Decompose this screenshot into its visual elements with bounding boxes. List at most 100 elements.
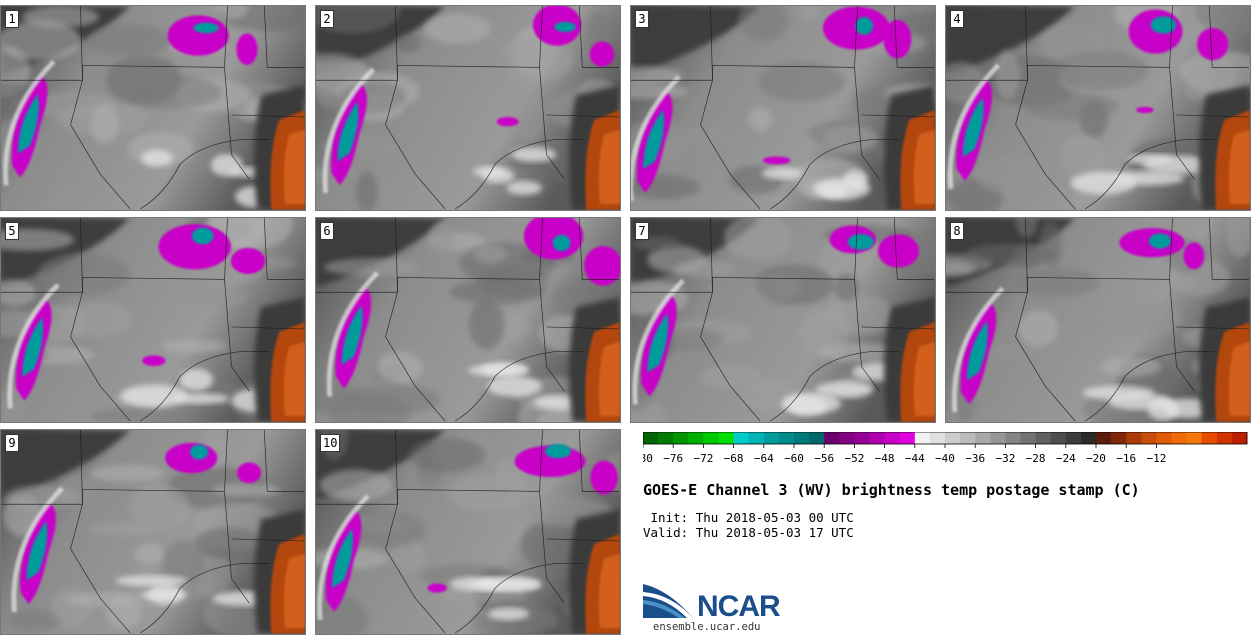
panel-number: 5: [5, 222, 19, 240]
colorbar-tick-label: −76: [663, 452, 683, 465]
colorbar-swatch: [1186, 432, 1203, 444]
panel-1: 1: [0, 5, 306, 211]
colorbar-tick-label: −28: [1026, 452, 1046, 465]
colorbar-swatch: [975, 432, 991, 444]
panel-number: 10: [320, 434, 341, 452]
panel-number: 4: [950, 10, 964, 28]
init-value: Thu 2018-05-03 00 UTC: [695, 510, 854, 525]
valid-line: Valid: Thu 2018-05-03 17 UTC: [643, 525, 854, 540]
colorbar-swatch: [809, 432, 825, 444]
colorbar-tick-label: −68: [724, 452, 744, 465]
satellite-image: [631, 6, 935, 210]
satellite-image: [316, 6, 620, 210]
colorbar-swatch: [960, 432, 976, 444]
colorbar-tick-label: −24: [1056, 452, 1076, 465]
colorbar-tick-label: −36: [965, 452, 985, 465]
init-label: Init:: [643, 510, 689, 525]
colorbar-swatch: [794, 432, 810, 444]
panel-5: 5: [0, 217, 306, 423]
panel-number: 7: [635, 222, 649, 240]
colorbar-tick-label: −44: [905, 452, 925, 465]
colorbar-swatch: [643, 432, 659, 444]
colorbar-swatch: [1231, 432, 1248, 444]
panel-6: 6: [315, 217, 621, 423]
init-line: Init: Thu 2018-05-03 00 UTC: [643, 510, 854, 525]
colorbar-swatch: [688, 432, 704, 444]
satellite-image: [1, 430, 305, 634]
valid-label: Valid:: [643, 525, 689, 540]
colorbar-swatch: [1005, 432, 1021, 444]
colorbar-swatch: [1156, 432, 1172, 444]
panel-7: 7: [630, 217, 936, 423]
colorbar-swatch: [990, 432, 1006, 444]
satellite-image: [1, 218, 305, 422]
colorbar-swatch: [1080, 432, 1097, 444]
colorbar-tick-label: −64: [754, 452, 774, 465]
colorbar-swatch: [658, 432, 674, 444]
panel-number: 1: [5, 10, 19, 28]
colorbar-swatch: [1141, 432, 1157, 444]
colorbar-tick-label: −60: [784, 452, 804, 465]
colorbar-tick-label: −56: [814, 452, 834, 465]
panel-number: 2: [320, 10, 334, 28]
colorbar-swatch: [854, 432, 870, 444]
colorbar-swatch: [899, 432, 916, 444]
site-url: ensemble.ucar.edu: [653, 621, 761, 633]
panel-3: 3: [630, 5, 936, 211]
panel-2: 2: [315, 5, 621, 211]
satellite-image: [316, 218, 620, 422]
colorbar-swatch: [778, 432, 795, 444]
colorbar-swatch: [748, 432, 765, 444]
colorbar-swatch: [703, 432, 719, 444]
panel-8: 8: [945, 217, 1251, 423]
colorbar-swatch: [1096, 432, 1112, 444]
satellite-image: [946, 6, 1250, 210]
colorbar-swatch: [1171, 432, 1187, 444]
valid-value: Thu 2018-05-03 17 UTC: [695, 525, 854, 540]
colorbar-swatch: [914, 432, 931, 444]
colorbar-swatch: [733, 432, 750, 444]
colorbar-tick-label: −32: [995, 452, 1015, 465]
colorbar-swatch: [1111, 432, 1127, 444]
colorbar-tick-label: −52: [844, 452, 864, 465]
colorbar-swatch: [673, 432, 689, 444]
ncar-logo-text: NCAR: [697, 590, 781, 622]
colorbar-swatch: [929, 432, 946, 444]
panel-number: 9: [5, 434, 19, 452]
panel-number: 6: [320, 222, 334, 240]
colorbar-swatch: [1035, 432, 1052, 444]
colorbar-swatch: [869, 432, 885, 444]
colorbar-swatch: [763, 432, 780, 444]
panel-10: 10: [315, 429, 621, 635]
colorbar: −80−76−72−68−64−60−56−52−48−44−40−36−32−…: [643, 432, 1248, 465]
figure-title: GOES-E Channel 3 (WV) brightness temp po…: [643, 481, 1140, 499]
ncar-swoosh-icon: [643, 584, 693, 618]
satellite-image: [946, 218, 1250, 422]
colorbar-swatch: [1065, 432, 1082, 444]
satellite-image: [631, 218, 935, 422]
colorbar-tick-label: −20: [1086, 452, 1106, 465]
colorbar-tick-label: −40: [935, 452, 955, 465]
satellite-image: [316, 430, 620, 634]
colorbar-swatch: [1126, 432, 1142, 444]
panel-number: 3: [635, 10, 649, 28]
colorbar-swatch: [945, 432, 961, 444]
panel-number: 8: [950, 222, 964, 240]
colorbar-swatch: [824, 432, 840, 444]
colorbar-tick-label: −48: [875, 452, 895, 465]
colorbar-swatch: [839, 432, 855, 444]
colorbar-swatch: [1201, 432, 1218, 444]
panel-4: 4: [945, 5, 1251, 211]
colorbar-swatch: [884, 432, 901, 444]
panel-9: 9: [0, 429, 306, 635]
colorbar-swatch: [1020, 432, 1036, 444]
colorbar-swatch: [1216, 432, 1233, 444]
colorbar-swatch: [1050, 432, 1067, 444]
colorbar-tick-label: −12: [1146, 452, 1166, 465]
colorbar-swatch: [718, 432, 734, 444]
colorbar-tick-label: −80: [643, 452, 653, 465]
satellite-image: [1, 6, 305, 210]
ncar-logo: NCAR: [643, 584, 782, 622]
colorbar-tick-label: −16: [1116, 452, 1136, 465]
colorbar-tick-label: −72: [693, 452, 713, 465]
